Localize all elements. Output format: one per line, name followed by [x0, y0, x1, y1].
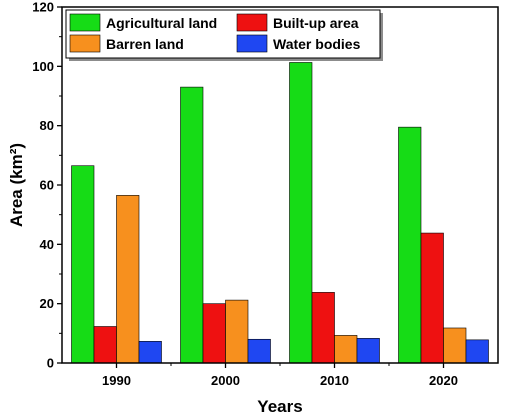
bar-water-bodies-2000: [247, 338, 271, 364]
legend-box: [65, 9, 381, 59]
x-tick-label: 1990: [102, 373, 131, 388]
bar-water-bodies-2020: [465, 339, 489, 364]
y-tick-label: 100: [32, 59, 54, 74]
y-tick-label: 60: [40, 178, 54, 193]
bar-agricultural-land-2010: [289, 62, 313, 364]
y-tick-label: 40: [40, 237, 54, 252]
legend-label: Water bodies: [273, 36, 361, 52]
x-tick-label: 2000: [211, 373, 240, 388]
bar-barren-land-2010: [334, 335, 358, 364]
bar-water-bodies-1990: [138, 341, 162, 364]
legend: Agricultural land Built-up area Barren lan…: [65, 9, 383, 61]
bar-barren-land-1990: [116, 195, 140, 364]
bar-agricultural-land-1990: [71, 165, 95, 364]
bar-built-up-area-2010: [311, 292, 335, 364]
y-tick-label: 120: [32, 0, 54, 15]
legend-label: Agricultural land: [106, 15, 217, 31]
legend-swatch: [236, 13, 268, 32]
y-tick-label: 0: [47, 356, 54, 371]
y-tick-label: 20: [40, 296, 54, 311]
axis-ticks: 1990 2000 2010 2020 0 20 40 60 80 100 120: [32, 0, 458, 388]
y-tick-label: 80: [40, 118, 54, 133]
bar-built-up-area-2020: [420, 232, 444, 364]
bars-group: [71, 62, 489, 364]
legend-label: Barren land: [106, 36, 184, 52]
bar-agricultural-land-2000: [180, 86, 204, 364]
bar-agricultural-land-2020: [398, 126, 422, 364]
legend-swatch: [69, 13, 101, 32]
x-tick-label: 2010: [320, 373, 349, 388]
x-axis-title: Years: [257, 397, 302, 416]
legend-swatch: [236, 34, 268, 53]
x-tick-label: 2020: [429, 373, 458, 388]
legend-label: Built-up area: [273, 15, 359, 31]
legend-swatch: [69, 34, 101, 53]
bar-built-up-area-2000: [202, 303, 226, 364]
bar-water-bodies-2010: [356, 338, 380, 364]
bar-barren-land-2020: [443, 327, 467, 364]
bar-barren-land-2000: [225, 299, 249, 364]
bar-built-up-area-1990: [93, 326, 117, 364]
y-axis-title: Area (km²): [7, 143, 26, 227]
